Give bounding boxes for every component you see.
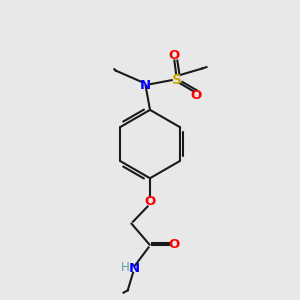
Text: O: O xyxy=(168,49,179,62)
Text: O: O xyxy=(168,238,179,251)
Text: N: N xyxy=(129,262,140,275)
Text: O: O xyxy=(144,195,156,208)
Text: N: N xyxy=(140,79,151,92)
Text: H: H xyxy=(121,261,129,274)
Text: O: O xyxy=(190,88,202,101)
Text: S: S xyxy=(172,73,182,87)
